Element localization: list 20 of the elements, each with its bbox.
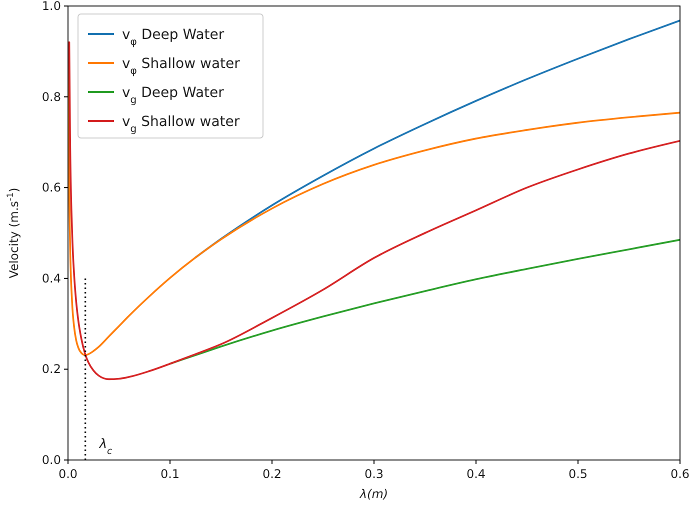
legend-label: v$_{g}$ Deep Water — [122, 85, 224, 106]
y-tick-label: 0.0 — [42, 453, 61, 467]
x-tick-label: 0.1 — [160, 467, 180, 481]
y-tick-label: 1.0 — [42, 0, 61, 13]
x-tick-label: 0.0 — [58, 467, 78, 481]
x-tick-label: 0.3 — [364, 467, 384, 481]
x-tick-label: 0.2 — [262, 467, 282, 481]
y-tick-label: 0.8 — [42, 90, 61, 104]
x-axis-title: λ(m) — [358, 487, 388, 501]
annotation: λ$_{c}$ — [98, 437, 114, 456]
legend-label: v$_{φ}$ Shallow water — [122, 56, 240, 76]
x-tick-label: 0.6 — [670, 467, 690, 481]
legend-label: v$_{g}$ Shallow water — [122, 114, 240, 134]
legend-label: v$_{φ}$ Deep Water — [122, 27, 224, 48]
line-series — [169, 238, 680, 365]
y-tick-label: 0.4 — [42, 271, 61, 286]
x-tick-label: 0.4 — [466, 467, 486, 481]
y-tick-label: 0.6 — [42, 180, 61, 195]
x-tick-label: 0.5 — [568, 467, 588, 481]
y-tick-label: 0.2 — [42, 362, 61, 376]
